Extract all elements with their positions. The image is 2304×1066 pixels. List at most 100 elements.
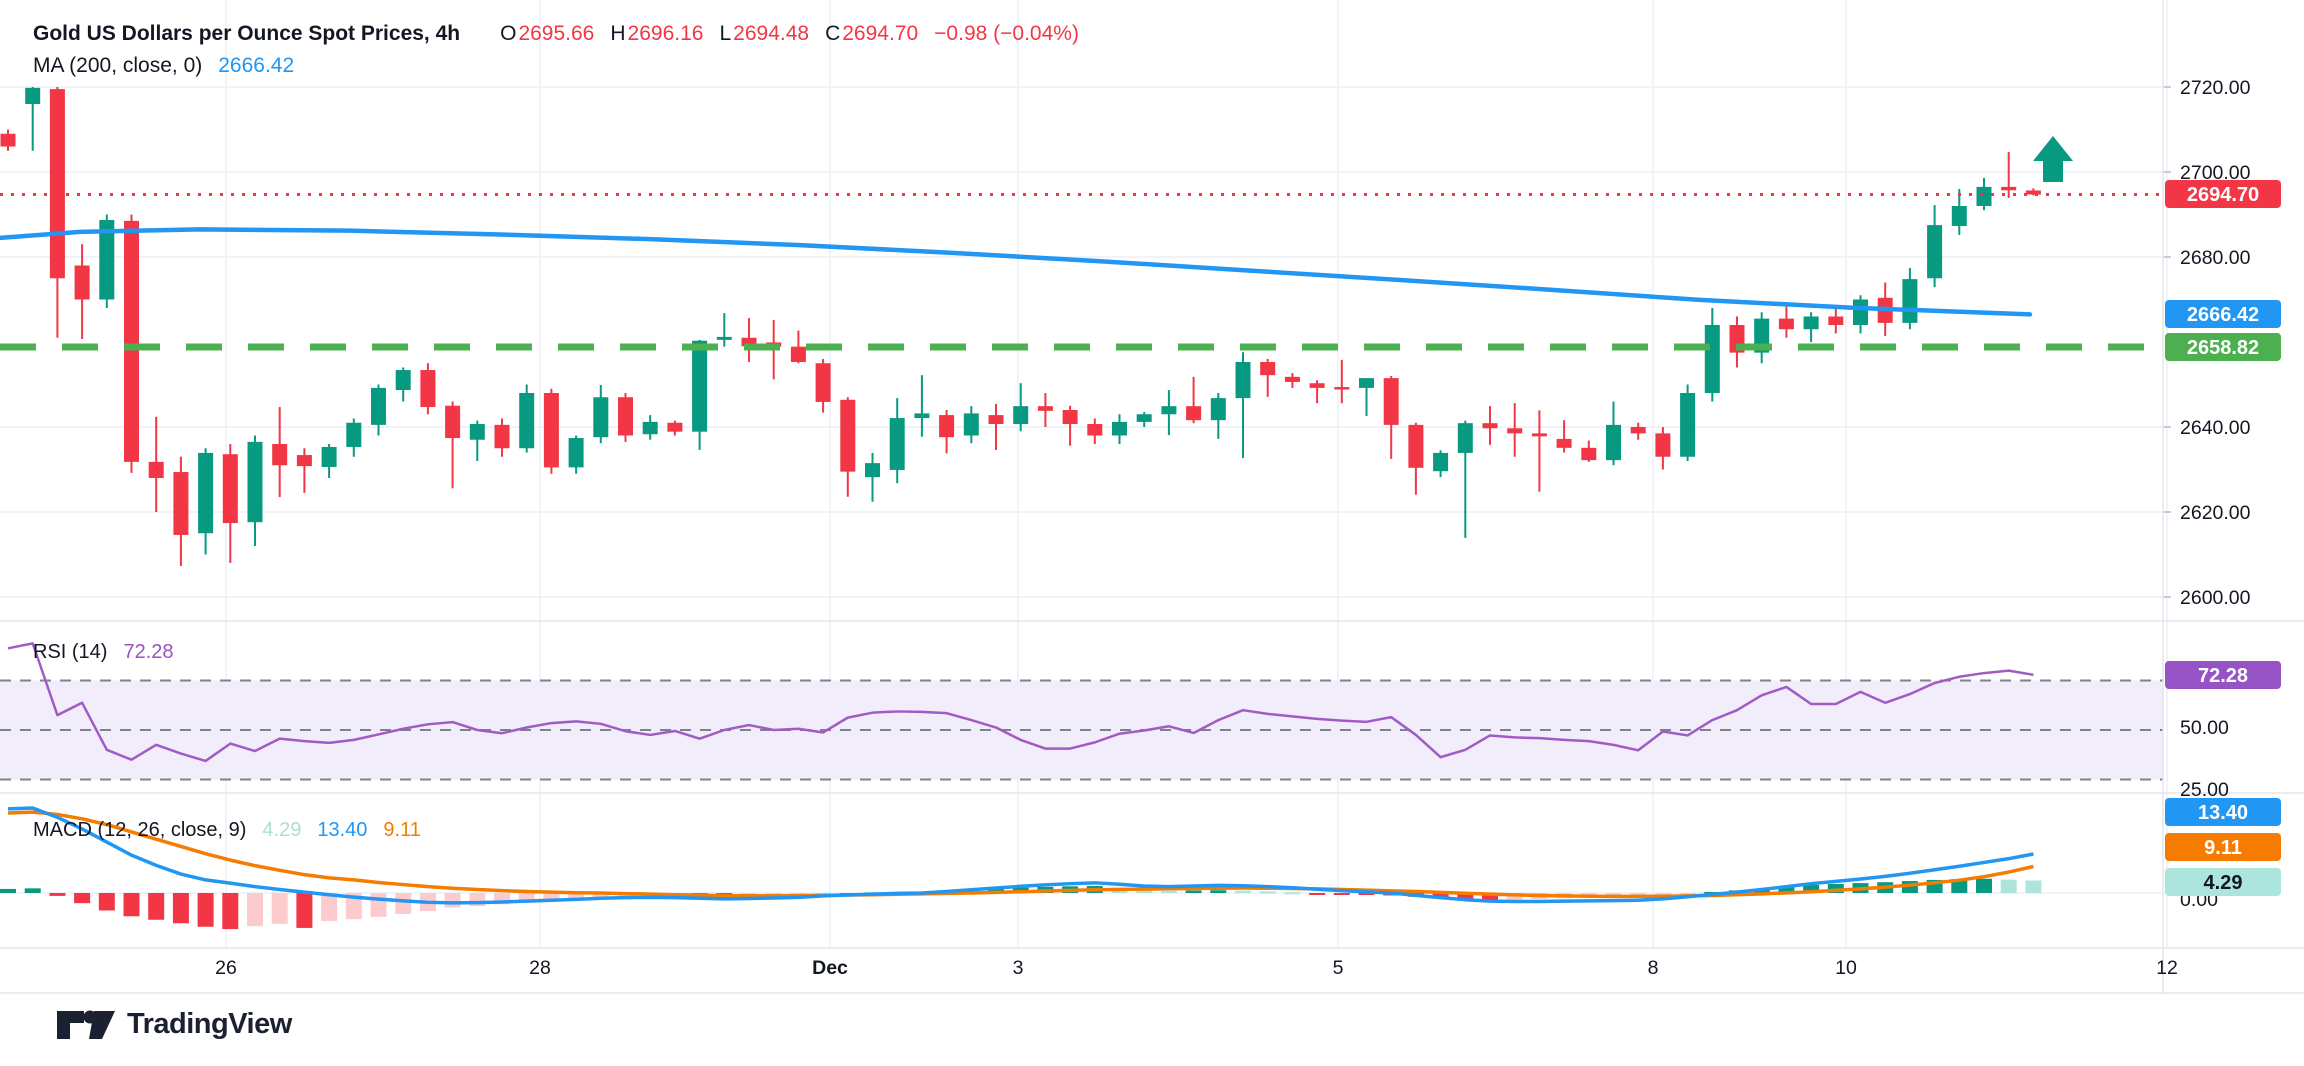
svg-text:25.00: 25.00 bbox=[2180, 779, 2229, 801]
candle bbox=[1951, 189, 1967, 235]
candle bbox=[1630, 422, 1646, 440]
svg-text:3: 3 bbox=[1013, 957, 1024, 979]
candle bbox=[198, 448, 214, 555]
candle bbox=[1778, 303, 1794, 338]
candle bbox=[1334, 359, 1350, 404]
candle bbox=[642, 415, 658, 440]
macd-legend[interactable]: MACD (12, 26, close, 9) 4.29 13.40 9.11 bbox=[33, 819, 421, 842]
candle bbox=[1507, 403, 1523, 457]
candle bbox=[272, 407, 288, 498]
price-levels bbox=[0, 193, 2163, 351]
svg-text:2658.82: 2658.82 bbox=[2187, 337, 2259, 359]
candle bbox=[2001, 152, 2017, 198]
svg-text:12: 12 bbox=[2156, 957, 2178, 979]
candle bbox=[2025, 188, 2041, 196]
candle bbox=[247, 435, 263, 546]
svg-text:72.28: 72.28 bbox=[2198, 665, 2248, 687]
time-axis-labels[interactable]: 26 28 Dec 3 5 8 10 12 bbox=[215, 957, 2178, 979]
symbol-title[interactable]: Gold US Dollars per Ounce Spot Prices, 4… bbox=[33, 22, 461, 45]
candle bbox=[667, 420, 683, 436]
rsi-legend[interactable]: RSI (14) 72.28 bbox=[33, 641, 174, 664]
svg-text:2666.42: 2666.42 bbox=[2187, 304, 2259, 326]
axis-badge: 2694.70 bbox=[2165, 180, 2281, 208]
candle bbox=[692, 339, 708, 450]
candle bbox=[1927, 205, 1943, 288]
change-value: −0.98 (−0.04%) bbox=[934, 22, 1079, 45]
open-label: O bbox=[500, 22, 517, 45]
candle bbox=[173, 456, 189, 566]
candle bbox=[1680, 384, 1696, 461]
candle bbox=[296, 448, 312, 493]
candle bbox=[74, 244, 90, 340]
candle bbox=[543, 388, 559, 474]
candle bbox=[148, 416, 164, 512]
candle bbox=[1037, 393, 1053, 427]
candle bbox=[1112, 414, 1127, 444]
candle bbox=[1853, 295, 1868, 334]
candle bbox=[593, 384, 609, 444]
axis-badges: 2694.70 2666.42 2658.82 72.28 13.40 9.11 4.29 bbox=[2165, 180, 2281, 896]
candle bbox=[49, 87, 65, 338]
candle bbox=[988, 404, 1004, 450]
candle bbox=[1062, 405, 1078, 446]
macd-label[interactable]: MACD (12, 26, close, 9) bbox=[33, 819, 247, 841]
candle bbox=[618, 393, 633, 442]
ma-legend[interactable]: MA (200, close, 0) 2666.42 bbox=[33, 54, 294, 78]
rsi-label[interactable]: RSI (14) bbox=[33, 641, 108, 663]
candle bbox=[914, 375, 930, 437]
rsi-line bbox=[7, 642, 2034, 763]
high-label: H bbox=[610, 22, 626, 45]
chart-canvas[interactable]: 2720.00 2700.00 2680.00 2640.00 2620.00 2600.… bbox=[0, 0, 2304, 994]
ma200-line bbox=[0, 227, 2033, 317]
candle bbox=[1408, 422, 1424, 495]
candle bbox=[321, 444, 337, 478]
candle bbox=[741, 318, 757, 362]
svg-text:28: 28 bbox=[529, 957, 551, 979]
candle bbox=[790, 330, 806, 364]
svg-text:13.40: 13.40 bbox=[2198, 802, 2248, 824]
candle bbox=[222, 444, 238, 563]
axis-badge: 72.28 bbox=[2165, 661, 2281, 689]
candle bbox=[840, 397, 856, 497]
candle bbox=[1803, 312, 1819, 342]
candle bbox=[1186, 376, 1202, 424]
symbol-legend[interactable]: Gold US Dollars per Ounce Spot Prices, 4… bbox=[33, 22, 1079, 46]
candle bbox=[1457, 420, 1473, 538]
candle bbox=[346, 418, 362, 457]
svg-text:26: 26 bbox=[215, 957, 237, 979]
candle bbox=[889, 398, 905, 484]
candle bbox=[1531, 410, 1547, 492]
svg-text:2620.00: 2620.00 bbox=[2180, 502, 2251, 524]
candle bbox=[1383, 376, 1399, 459]
svg-text:50.00: 50.00 bbox=[2180, 717, 2229, 739]
ma-label[interactable]: MA (200, close, 0) bbox=[33, 54, 203, 77]
candle bbox=[371, 384, 386, 436]
candle bbox=[1210, 393, 1226, 439]
candle bbox=[99, 214, 115, 308]
candle bbox=[1556, 420, 1572, 453]
candle bbox=[25, 87, 41, 151]
svg-text:2680.00: 2680.00 bbox=[2180, 247, 2251, 269]
candle bbox=[865, 452, 880, 502]
candle bbox=[1013, 383, 1029, 432]
candle bbox=[1828, 308, 1844, 334]
candle bbox=[1260, 359, 1276, 397]
high-value: 2696.16 bbox=[627, 22, 704, 45]
svg-text:Dec: Dec bbox=[812, 957, 848, 979]
macd-signal-value: 9.11 bbox=[383, 819, 421, 841]
tradingview-brand-text: TradingView bbox=[127, 1007, 292, 1040]
price-axis-labels[interactable]: 2720.00 2700.00 2680.00 2640.00 2620.00 2600.… bbox=[2180, 77, 2251, 911]
candle bbox=[815, 359, 831, 413]
candle bbox=[469, 420, 485, 461]
up-arrow-marker bbox=[2033, 136, 2073, 182]
candle bbox=[1136, 412, 1152, 427]
candles-layer bbox=[0, 87, 2041, 566]
tradingview-attribution[interactable]: TradingView bbox=[55, 1003, 292, 1045]
candle bbox=[519, 384, 535, 453]
vertical-gridlines bbox=[225, 0, 2168, 948]
low-value: 2694.48 bbox=[733, 22, 810, 45]
rsi-band bbox=[0, 679, 2163, 781]
axis-badge: 2658.82 bbox=[2165, 333, 2281, 361]
svg-text:2720.00: 2720.00 bbox=[2180, 77, 2251, 99]
candle bbox=[494, 418, 510, 457]
